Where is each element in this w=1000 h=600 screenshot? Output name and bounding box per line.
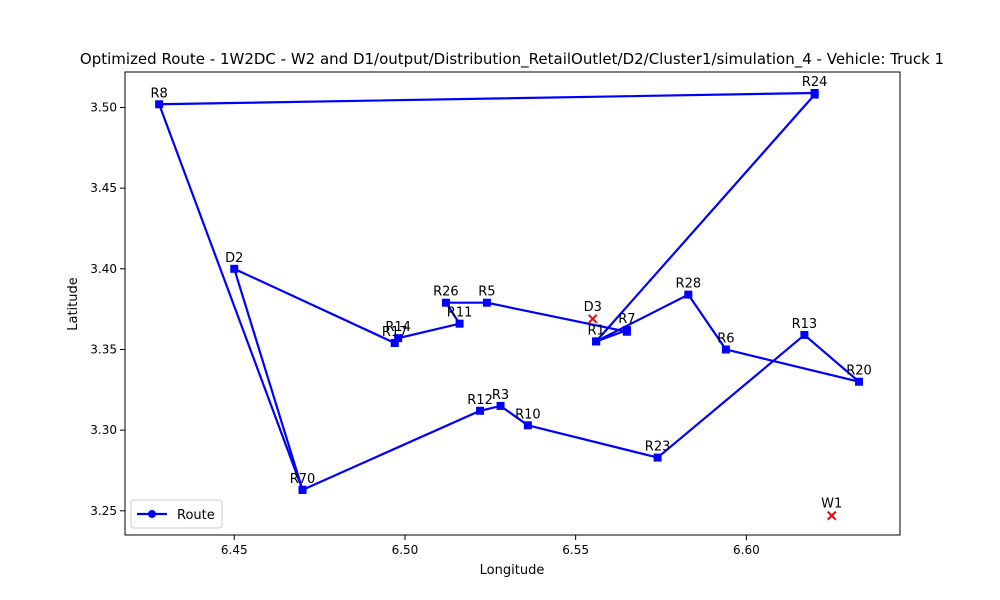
route-segment bbox=[595, 293, 690, 343]
route-point bbox=[298, 485, 307, 494]
route-segment bbox=[656, 333, 806, 459]
route-point bbox=[653, 453, 662, 462]
node-label: R70 bbox=[290, 472, 316, 487]
legend-route-label: Route bbox=[177, 508, 215, 523]
node-label: R11 bbox=[447, 306, 473, 321]
route-segment bbox=[158, 103, 304, 491]
node-label: R17 bbox=[382, 325, 408, 340]
route-point bbox=[810, 88, 819, 97]
plot-frame bbox=[124, 71, 901, 536]
route-point bbox=[622, 327, 631, 336]
route-point bbox=[496, 401, 505, 410]
x-tick-label: 6.50 bbox=[392, 543, 419, 557]
node-label: R3 bbox=[492, 388, 509, 403]
y-tick-label: 3.45 bbox=[90, 181, 117, 195]
route-point bbox=[441, 298, 450, 307]
legend-box bbox=[130, 499, 223, 529]
route-segment bbox=[595, 93, 816, 343]
node-label: R13 bbox=[792, 317, 818, 332]
special-marker-stroke bbox=[827, 510, 837, 521]
node-label: R12 bbox=[467, 393, 493, 408]
route-point bbox=[482, 298, 491, 307]
node-label: R26 bbox=[433, 285, 459, 300]
route-point bbox=[455, 319, 464, 328]
route-point bbox=[592, 337, 601, 346]
route-point bbox=[800, 330, 809, 339]
x-tick-label: 6.60 bbox=[733, 543, 760, 557]
x-tick-label: 6.55 bbox=[562, 543, 589, 557]
route-point bbox=[721, 345, 730, 354]
y-tick-label: 3.30 bbox=[90, 423, 117, 437]
node-label: R8 bbox=[150, 86, 167, 101]
y-tick-label: 3.35 bbox=[90, 342, 117, 356]
node-label: R7 bbox=[618, 312, 635, 327]
y-tick-label: 3.25 bbox=[90, 504, 117, 518]
route-segment bbox=[397, 322, 461, 340]
node-label: D2 bbox=[225, 251, 243, 266]
special-marker bbox=[827, 510, 837, 521]
route-markers bbox=[155, 88, 864, 494]
node-label: R24 bbox=[802, 75, 828, 90]
route-point bbox=[855, 377, 864, 386]
special-marker-label: W1 bbox=[821, 497, 842, 512]
route-segment bbox=[301, 409, 482, 491]
route-segment bbox=[233, 267, 396, 345]
route-point bbox=[476, 406, 485, 415]
special-marker bbox=[588, 314, 598, 324]
node-label: R6 bbox=[717, 331, 734, 346]
route-segment bbox=[485, 301, 628, 333]
route-point bbox=[394, 334, 403, 343]
route-segment bbox=[158, 91, 816, 106]
special-marker-stroke bbox=[588, 314, 598, 324]
route-segment bbox=[724, 348, 861, 383]
x-axis: 6.45 6.50 6.55 6.60 bbox=[221, 535, 760, 557]
x-axis-label: Longitude bbox=[480, 563, 545, 578]
legend: Route bbox=[130, 499, 223, 529]
x-tick-label: 6.45 bbox=[221, 543, 248, 557]
node-label: R14 bbox=[385, 320, 411, 335]
node-label: R5 bbox=[478, 285, 495, 300]
plot-area bbox=[125, 72, 900, 535]
route-segment bbox=[803, 333, 861, 383]
y-axis: 3.25 3.30 3.35 3.40 3.45 3.50 bbox=[90, 100, 125, 518]
route-point bbox=[230, 264, 239, 273]
route-segment bbox=[687, 293, 727, 351]
route-point bbox=[155, 100, 164, 109]
node-label: R10 bbox=[515, 407, 541, 422]
special-marker-label: D3 bbox=[584, 300, 602, 315]
route-point bbox=[684, 290, 693, 299]
node-label: R28 bbox=[676, 277, 702, 292]
y-tick-label: 3.50 bbox=[90, 100, 117, 114]
chart-title: Optimized Route - 1W2DC - W2 and D1/outp… bbox=[80, 50, 944, 69]
route-point bbox=[390, 339, 399, 348]
route-segment bbox=[499, 404, 529, 427]
node-label: R20 bbox=[846, 364, 872, 379]
route-segment bbox=[233, 267, 304, 491]
legend-route-marker bbox=[148, 510, 156, 518]
route-point bbox=[523, 421, 532, 430]
y-tick-label: 3.40 bbox=[90, 262, 117, 276]
route-segment bbox=[526, 424, 659, 459]
y-axis-label: Latitude bbox=[66, 277, 81, 331]
special-markers bbox=[588, 314, 837, 521]
node-label: R23 bbox=[645, 440, 671, 455]
node-label: R1 bbox=[587, 323, 604, 338]
route-lines bbox=[158, 91, 861, 491]
